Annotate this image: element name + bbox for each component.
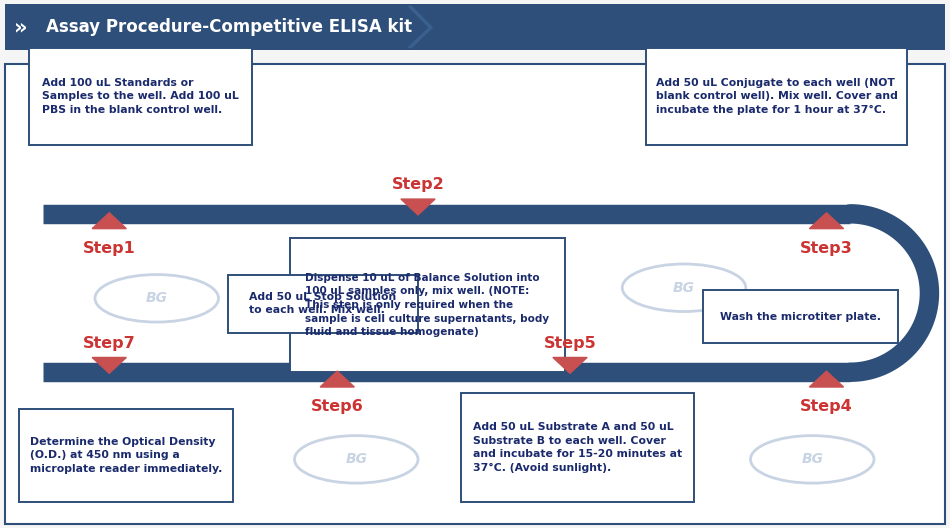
Text: »: » xyxy=(14,17,28,37)
Text: BG: BG xyxy=(79,452,102,466)
FancyBboxPatch shape xyxy=(228,275,418,333)
Polygon shape xyxy=(553,357,587,373)
Text: Step1: Step1 xyxy=(83,241,136,256)
Text: Step6: Step6 xyxy=(311,399,364,414)
Text: BG: BG xyxy=(578,452,600,466)
Text: Step7: Step7 xyxy=(83,336,136,351)
FancyBboxPatch shape xyxy=(290,238,565,372)
Polygon shape xyxy=(408,6,432,48)
Text: Wash the microtiter plate.: Wash the microtiter plate. xyxy=(720,312,881,322)
Text: Step5: Step5 xyxy=(543,336,597,351)
Text: Add 50 uL Stop Solution
to each well. Mix well.: Add 50 uL Stop Solution to each well. Mi… xyxy=(249,292,396,315)
Polygon shape xyxy=(320,371,354,387)
FancyBboxPatch shape xyxy=(703,290,898,343)
Text: BG: BG xyxy=(801,452,824,466)
Text: Dispense 10 uL of Balance Solution into
100 uL samples only, mix well. (NOTE:
Th: Dispense 10 uL of Balance Solution into … xyxy=(306,273,549,337)
FancyBboxPatch shape xyxy=(19,409,233,502)
FancyBboxPatch shape xyxy=(646,48,907,145)
FancyBboxPatch shape xyxy=(28,48,252,145)
Polygon shape xyxy=(809,213,844,229)
Text: Add 100 uL Standards or
Samples to the well. Add 100 uL
PBS in the blank control: Add 100 uL Standards or Samples to the w… xyxy=(42,78,238,115)
FancyBboxPatch shape xyxy=(5,64,945,524)
Polygon shape xyxy=(401,199,435,215)
Text: Determine the Optical Density
(O.D.) at 450 nm using a
microplate reader immedia: Determine the Optical Density (O.D.) at … xyxy=(29,437,222,474)
Text: BG: BG xyxy=(421,257,444,271)
Text: BG: BG xyxy=(345,452,368,466)
FancyBboxPatch shape xyxy=(461,393,694,502)
Text: Add 50 uL Conjugate to each well (NOT
blank control well). Mix well. Cover and
i: Add 50 uL Conjugate to each well (NOT bl… xyxy=(656,78,898,115)
Text: Step4: Step4 xyxy=(800,399,853,414)
Text: Step3: Step3 xyxy=(800,241,853,256)
Text: Step2: Step2 xyxy=(391,177,445,192)
Text: Add 50 uL Substrate A and 50 uL
Substrate B to each well. Cover
and incubate for: Add 50 uL Substrate A and 50 uL Substrat… xyxy=(472,422,682,473)
FancyBboxPatch shape xyxy=(5,4,945,50)
Text: BG: BG xyxy=(145,291,168,305)
Text: BG: BG xyxy=(673,281,695,295)
Text: Assay Procedure-Competitive ELISA kit: Assay Procedure-Competitive ELISA kit xyxy=(46,18,411,36)
Polygon shape xyxy=(92,357,126,373)
Polygon shape xyxy=(809,371,844,387)
Polygon shape xyxy=(92,213,126,229)
